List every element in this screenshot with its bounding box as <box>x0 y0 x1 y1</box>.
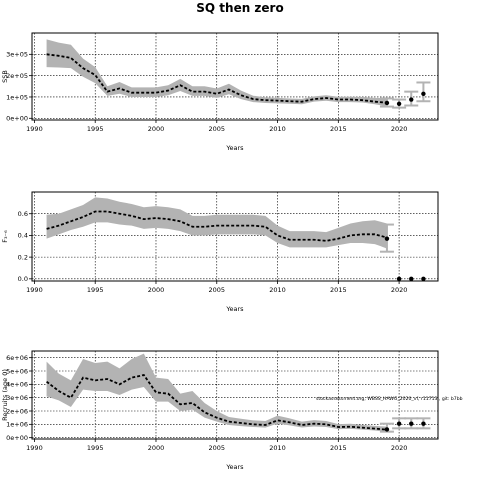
recruitment-forecast-point <box>384 427 390 432</box>
ssb-x-axis-label: Years <box>225 144 244 152</box>
y-tick-label: 0.6 <box>18 210 28 218</box>
ssb-forecast-point <box>421 91 426 96</box>
ssb-y-axis-label: SSB <box>1 70 9 83</box>
x-tick-label: 1990 <box>26 444 43 452</box>
recruitment-forecast-point <box>409 421 414 426</box>
panel-ssb: 1990 1995 2000 2005 2010 2015 2020 0e+00 1e+05 2e… <box>1 32 439 152</box>
x-tick-label: 2000 <box>148 125 165 133</box>
x-tick-label: 1990 <box>26 286 43 294</box>
recruitment-forecast-point <box>396 421 402 426</box>
ssb-plot-frame <box>31 32 439 121</box>
x-tick-label: 2005 <box>208 125 225 133</box>
x-tick-label: 2015 <box>330 125 347 133</box>
fbar-forecast-point <box>409 276 414 282</box>
x-tick-label: 1995 <box>87 444 104 452</box>
ssb-forecast-point <box>396 101 402 106</box>
panels: 1990 1995 2000 2005 2010 2015 2020 0e+00 1e+05 2e… <box>1 32 439 471</box>
y-tick-label: 0.4 <box>18 232 28 240</box>
y-tick-label: 0e+00 <box>6 115 28 123</box>
fbar-forecast-point <box>384 236 390 241</box>
x-tick-label: 2010 <box>269 125 286 133</box>
annotation-text: stockassessment.org, WBSS_HAWG_2020_vf, … <box>316 396 463 402</box>
x-tick-label: 2000 <box>148 444 165 452</box>
x-tick-label: 2020 <box>391 125 408 133</box>
y-tick-label: 2e+06 <box>6 407 28 415</box>
fbar-plot-frame <box>31 191 439 282</box>
ssb-confidence-band <box>46 39 387 107</box>
x-tick-label: 2005 <box>208 286 225 294</box>
ssb-forecast-point <box>384 100 390 106</box>
y-tick-label: 6e+06 <box>6 354 28 362</box>
recruitment-estimate-line <box>46 373 388 431</box>
figure-title: SQ then zero <box>196 1 283 15</box>
x-tick-label: 2015 <box>330 444 347 452</box>
fbar-y-axis-label: F₃₋₆ <box>1 230 9 243</box>
y-tick-label: 1e+05 <box>6 93 28 101</box>
fbar-forecast-point <box>421 276 426 282</box>
x-tick-label: 2020 <box>391 444 408 452</box>
y-tick-label: 0.0 <box>18 275 28 283</box>
fbar-estimate-line <box>46 210 388 242</box>
x-tick-label: 2000 <box>148 286 165 294</box>
y-tick-label: 0.2 <box>18 253 28 261</box>
x-tick-label: 2010 <box>269 286 286 294</box>
y-tick-label: 5e+06 <box>6 367 28 375</box>
x-tick-label: 2020 <box>391 286 408 294</box>
recruitment-x-axis-label: Years <box>225 463 244 471</box>
x-tick-label: 1995 <box>87 125 104 133</box>
y-tick-label: 3e+05 <box>6 51 28 59</box>
y-tick-label: 1e+06 <box>6 421 28 429</box>
x-tick-label: 1990 <box>26 125 43 133</box>
recruitment-y-axis-label: Recruits (age 0) <box>1 369 9 421</box>
y-tick-label: 0e+00 <box>6 434 28 442</box>
ssb-estimate-line <box>46 53 388 104</box>
fbar-forecast-point <box>396 276 402 282</box>
recruitment-forecast-point <box>421 421 426 426</box>
x-tick-label: 1995 <box>87 286 104 294</box>
y-tick-label: 4e+06 <box>6 381 28 389</box>
y-tick-label: 3e+06 <box>6 394 28 402</box>
y-tick-label: 2e+05 <box>6 72 28 80</box>
ssb-forecast-point <box>409 97 414 102</box>
x-tick-label: 2015 <box>330 286 347 294</box>
x-tick-label: 2005 <box>208 444 225 452</box>
fbar-confidence-band <box>46 197 387 249</box>
panel-fbar: 1990 1995 2000 2005 2010 2015 2020 0.0 0.2 0.4 0.6… <box>1 191 439 313</box>
x-tick-label: 2010 <box>269 444 286 452</box>
panel-recruitment: 1990 1995 2000 2005 2010 2015 2020 0e+00 1e+06 2e… <box>1 350 439 471</box>
fbar-x-axis-label: Years <box>225 305 244 313</box>
recruitment-confidence-band <box>46 353 387 433</box>
recruitment-plot-frame <box>31 350 439 440</box>
